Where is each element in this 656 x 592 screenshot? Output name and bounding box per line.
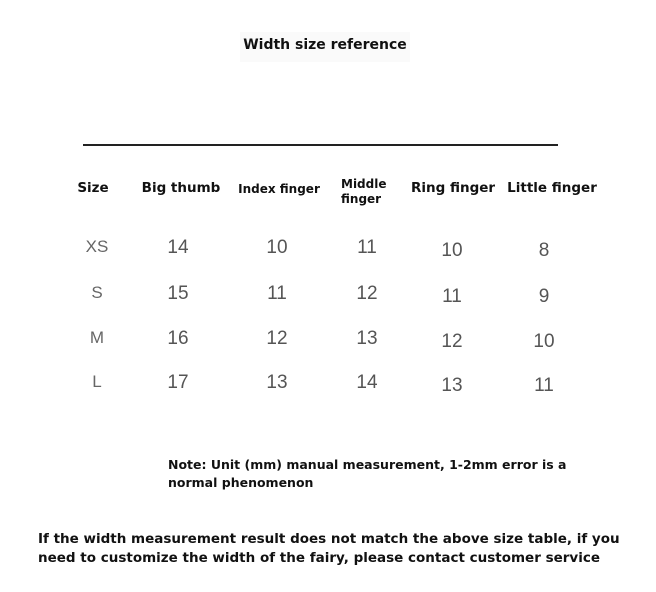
customization-note: If the width measurement result does not… [38,531,620,566]
size-label: XS [85,237,109,256]
table-cell: 12 [266,328,288,349]
column-header: Index finger [238,182,320,196]
table-cell: 15 [167,283,189,304]
page-title: Width size reference [240,32,410,62]
table-cell: 10 [441,240,463,261]
column-header: Little finger [507,180,597,196]
divider [83,144,558,146]
size-label: L [92,372,102,391]
column-header: Ring finger [410,180,496,196]
table-cell: 16 [167,328,189,349]
table-cell: 11 [534,375,554,396]
table-cell: 9 [538,286,550,307]
table-cell: 12 [356,283,378,304]
table-cell: 14 [356,372,378,393]
table-cell: 13 [356,328,378,349]
table-cell: 11 [267,283,287,304]
table-cell: 10 [533,331,555,352]
table-cell: 11 [442,286,462,307]
size-label: M [89,328,105,347]
table-cell: 14 [167,237,189,258]
table-cell: 12 [441,331,463,352]
table-cell: 17 [167,372,189,393]
table-cell: 13 [266,372,288,393]
size-label: S [91,283,103,302]
column-header: Size [77,180,109,196]
table-cell: 10 [266,237,288,258]
column-header: Middle finger [341,177,387,206]
column-header: Big thumb [141,180,221,196]
measurement-note: Note: Unit (mm) manual measurement, 1-2m… [168,457,567,490]
table-cell: 13 [441,375,463,396]
table-cell: 8 [538,240,550,261]
table-cell: 11 [357,237,377,258]
